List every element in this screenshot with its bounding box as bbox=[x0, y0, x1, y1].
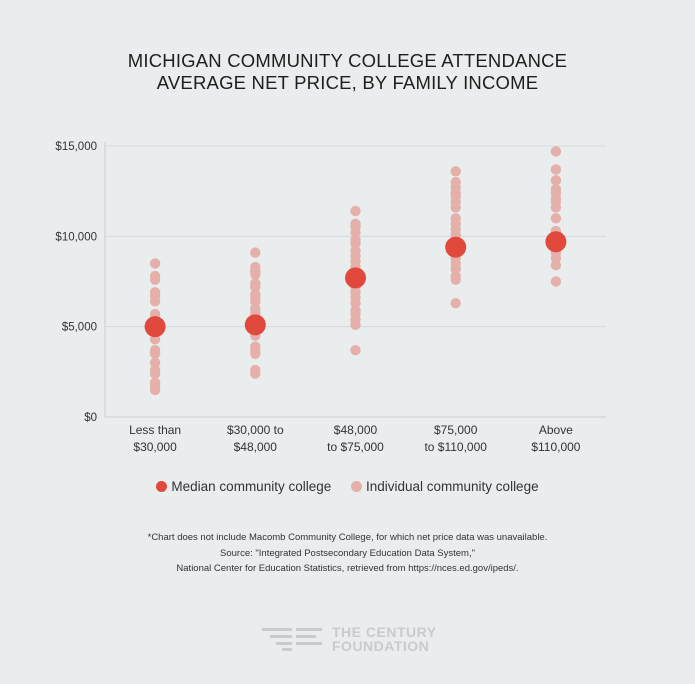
x-tick-label: $110,000 bbox=[531, 440, 580, 454]
individual-college-point bbox=[450, 297, 461, 309]
individual-college-point bbox=[149, 348, 161, 359]
individual-college-point bbox=[450, 166, 461, 177]
individual-college-point bbox=[149, 368, 161, 379]
individual-college-point bbox=[250, 368, 261, 379]
individual-college-point bbox=[250, 296, 261, 307]
individual-college-point bbox=[550, 213, 562, 224]
individual-college-point bbox=[149, 258, 161, 269]
individual-college-point bbox=[550, 252, 562, 264]
individual-college-point bbox=[250, 247, 261, 258]
chart-title-line-1: MICHIGAN COMMUNITY COLLEGE ATTENDANCE bbox=[127, 50, 568, 71]
x-tick-label: Less than bbox=[129, 423, 181, 437]
footnote-line-1: *Chart does not include Macomb Community… bbox=[147, 532, 548, 543]
individual-college-point bbox=[149, 384, 161, 396]
individual-college-point bbox=[250, 281, 261, 293]
logo-text-line-2: FOUNDATION bbox=[332, 638, 430, 654]
x-tick-label: Above bbox=[539, 423, 573, 437]
individual-college-point bbox=[250, 348, 261, 359]
individual-college-point bbox=[450, 274, 461, 285]
century-foundation-logo: THE CENTURY FOUNDATION bbox=[262, 624, 437, 654]
footnote: *Chart does not include Macomb Community… bbox=[0, 530, 695, 577]
scatter-chart: $0 $5,000 $10,000 $15,000 Less than $30,000 $3… bbox=[55, 141, 606, 454]
legend-median-label: Median community college bbox=[171, 479, 332, 494]
individual-college-point bbox=[450, 202, 461, 213]
individual-college-point bbox=[550, 175, 562, 186]
y-tick-label: $15,000 bbox=[55, 141, 97, 153]
individual-college-point bbox=[149, 296, 161, 307]
legend-item-median: Median community college bbox=[156, 479, 331, 494]
x-tick-label: $48,000 bbox=[334, 423, 378, 437]
x-tick-label: $30,000 bbox=[133, 440, 177, 454]
individual-college-point bbox=[350, 227, 361, 238]
individual-college-point bbox=[250, 269, 261, 280]
x-tick-label: $75,000 bbox=[434, 423, 478, 437]
individual-college-point bbox=[450, 263, 461, 275]
logo-text-line-1: THE CENTURY bbox=[332, 624, 437, 640]
individual-college-point bbox=[350, 297, 361, 309]
logo-stripes-icon bbox=[262, 627, 324, 651]
individual-college-point bbox=[550, 202, 562, 213]
median-college-point bbox=[445, 236, 467, 258]
legend-item-individual: Individual community college bbox=[351, 479, 539, 494]
median-college-point bbox=[345, 267, 366, 289]
chart-title-line-2: AVERAGE NET PRICE, BY FAMILY INCOME bbox=[156, 72, 539, 93]
x-tick-label: $48,000 bbox=[234, 440, 278, 454]
individual-college-point bbox=[350, 344, 361, 356]
legend-individual-label: Individual community college bbox=[366, 479, 539, 494]
individual-college-point bbox=[550, 260, 562, 271]
chart-title: MICHIGAN COMMUNITY COLLEGE ATTENDANCE AV… bbox=[0, 50, 695, 94]
median-college-point bbox=[144, 316, 166, 338]
individual-college-point bbox=[350, 205, 361, 217]
legend-individual-marker bbox=[351, 481, 362, 492]
individual-college-point bbox=[149, 274, 161, 285]
footnote-line-3: National Center for Education Statistics… bbox=[176, 563, 519, 574]
logo-text: THE CENTURY FOUNDATION bbox=[332, 625, 437, 653]
median-college-point bbox=[244, 314, 266, 336]
individual-college-point bbox=[550, 146, 562, 157]
y-tick-label: $10,000 bbox=[55, 231, 97, 243]
individual-college-point bbox=[149, 357, 161, 368]
footnote-line-2: Source: "Integrated Postsecondary Educat… bbox=[220, 547, 475, 559]
x-tick-label: to $75,000 bbox=[327, 440, 384, 454]
x-tick-label: to $110,000 bbox=[424, 440, 487, 454]
individual-college-point bbox=[550, 276, 562, 287]
legend-median-marker bbox=[156, 481, 168, 492]
legend: Median community college Individual comm… bbox=[0, 479, 695, 495]
x-tick-label: $30,000 to bbox=[227, 423, 284, 437]
median-college-point bbox=[545, 231, 567, 253]
y-tick-label: $5,000 bbox=[62, 322, 97, 334]
individual-college-point bbox=[350, 238, 361, 249]
individual-college-point bbox=[550, 164, 562, 175]
individual-college-point bbox=[350, 319, 361, 331]
y-tick-label: $0 bbox=[84, 412, 97, 424]
